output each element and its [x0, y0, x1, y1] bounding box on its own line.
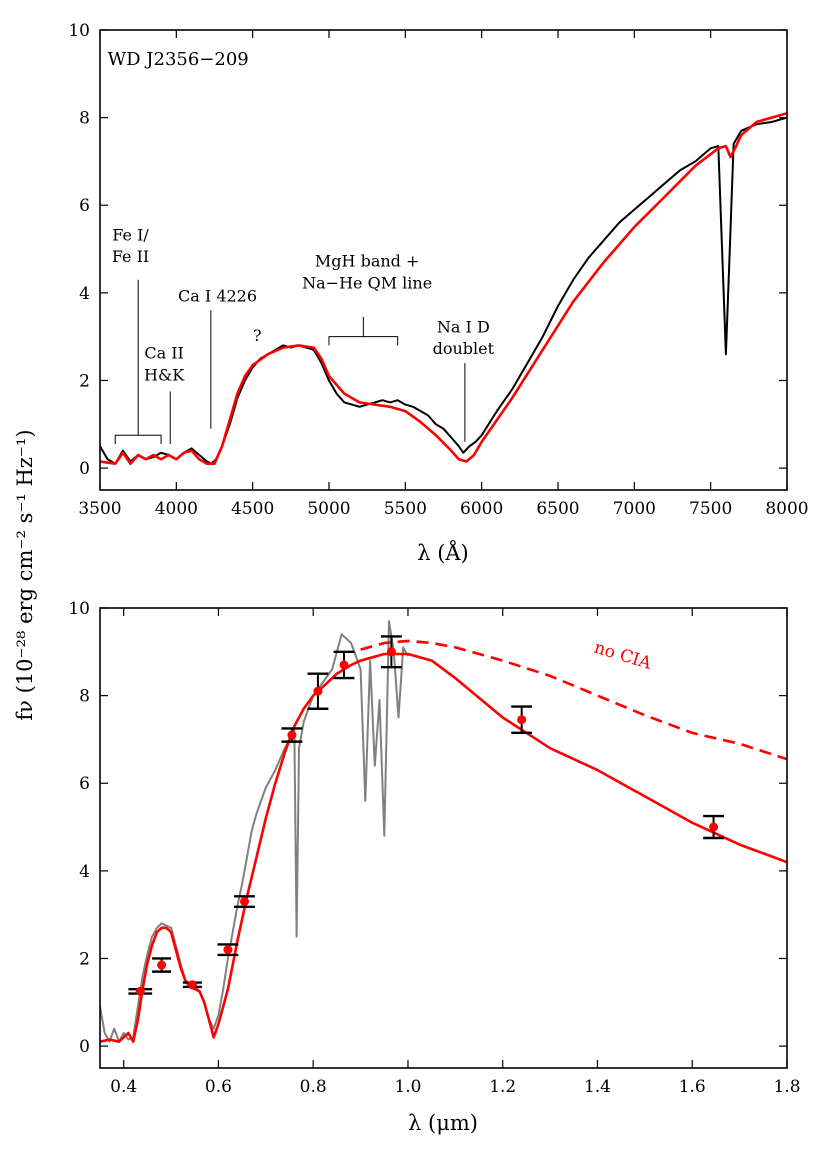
annotation-caii-line1: Ca II [144, 344, 184, 363]
axes-frame [99, 29, 788, 491]
x-tick-label: 3500 [78, 499, 121, 519]
top-x-axis-label: λ (Å) [417, 540, 469, 565]
y-tick-label: 10 [68, 21, 90, 41]
x-tick-label: 4500 [231, 499, 274, 519]
photometry-marker [709, 822, 719, 832]
x-tick-label: 6500 [536, 499, 579, 519]
series-no-cia [360, 639, 787, 761]
photometry-marker [135, 986, 145, 996]
y-tick-label: 0 [79, 1037, 90, 1057]
photometry-marker [157, 960, 167, 970]
photometry-marker [517, 715, 527, 725]
x-tick-label: 7500 [689, 499, 732, 519]
y-tick-label: 4 [79, 862, 90, 882]
photometry-marker [187, 980, 197, 990]
y-tick-label: 10 [68, 599, 90, 619]
photometry-marker [339, 660, 349, 670]
x-tick-label: 1.4 [584, 1077, 611, 1097]
annotation-question: ? [253, 326, 262, 345]
annotation-cai: Ca I 4226 [178, 287, 257, 306]
x-tick-label: 4000 [155, 499, 198, 519]
photometry-point [182, 980, 202, 990]
y-tick-label: 2 [79, 949, 90, 969]
y-tick-label: 8 [79, 109, 90, 129]
x-tick-label: 1.0 [394, 1077, 421, 1097]
photometry-point [234, 895, 255, 908]
feature-marker [328, 316, 399, 346]
x-tick-label: 1.8 [773, 1077, 800, 1097]
annotation-mgh-line1: MgH band + [315, 252, 419, 271]
annotation-nai-line1: Na I D [437, 317, 490, 336]
x-tick-label: 5500 [384, 499, 427, 519]
y-tick-label: 0 [79, 459, 90, 479]
x-tick-label: 1.2 [489, 1077, 516, 1097]
x-tick-label: 5000 [307, 499, 350, 519]
feature-marker [114, 279, 162, 444]
series-observed-spectrum [100, 116, 787, 465]
x-tick-label: 0.4 [110, 1077, 137, 1097]
x-tick-label: 7000 [613, 499, 656, 519]
top-panel-marks: 3500 4000 4500 5000 5500 6000 6500 7000 7500 8000… [68, 21, 808, 519]
photometry-point [380, 635, 402, 669]
y-tick-label: 6 [79, 774, 90, 794]
y-tick-label: 2 [79, 371, 90, 391]
photometry-point [128, 986, 153, 996]
photometry-marker [287, 730, 297, 740]
x-tick-label: 6000 [460, 499, 503, 519]
photometry-point [703, 814, 724, 840]
photometry-marker [313, 686, 323, 696]
photometry-point [152, 957, 172, 973]
annotation-fe-line1: Fe I/ [112, 225, 149, 244]
top-panel-annotations: WD J2356−209 Fe I/ Fe II Ca II H&K Ca I … [108, 49, 495, 384]
photometry-point [511, 705, 533, 735]
x-tick-label: 0.6 [205, 1077, 232, 1097]
annotation-fe-line2: Fe II [112, 247, 149, 266]
bottom-panel-marks: 0.4 0.6 0.8 1.0 1.2 1.4 1.6 1.8 0 2 4 6 8 10 [68, 599, 800, 1097]
annotation-nai-line2: doublet [433, 339, 495, 358]
y-tick-label: 4 [79, 284, 90, 304]
photometry-marker [240, 897, 250, 907]
y-tick-label: 6 [79, 196, 90, 216]
annotation-title: WD J2356−209 [108, 49, 249, 70]
top-panel: 3500 4000 4500 5000 5500 6000 6500 7000 7500 8000… [68, 21, 808, 565]
photometry-point [281, 727, 303, 743]
y-axis-label: fν (10⁻²⁸ erg cm⁻² s⁻¹ Hz⁻¹) [13, 429, 37, 720]
x-tick-label: 8000 [765, 499, 808, 519]
photometry-point [217, 943, 239, 957]
annotation-caii-line2: H&K [144, 365, 185, 384]
photometry-point [307, 672, 329, 710]
series-model [100, 111, 787, 466]
photometry-marker [223, 945, 233, 955]
y-tick-label: 8 [79, 687, 90, 707]
photometry-marker [386, 647, 396, 657]
bottom-x-axis-label: λ (μm) [408, 1111, 478, 1135]
x-tick-label: 1.6 [679, 1077, 706, 1097]
photometry-point [333, 650, 355, 680]
series-model [100, 652, 787, 1043]
x-tick-label: 0.8 [300, 1077, 327, 1097]
annotation-mgh-line2: Na−He QM line [302, 273, 432, 292]
axes-frame [99, 607, 788, 1069]
